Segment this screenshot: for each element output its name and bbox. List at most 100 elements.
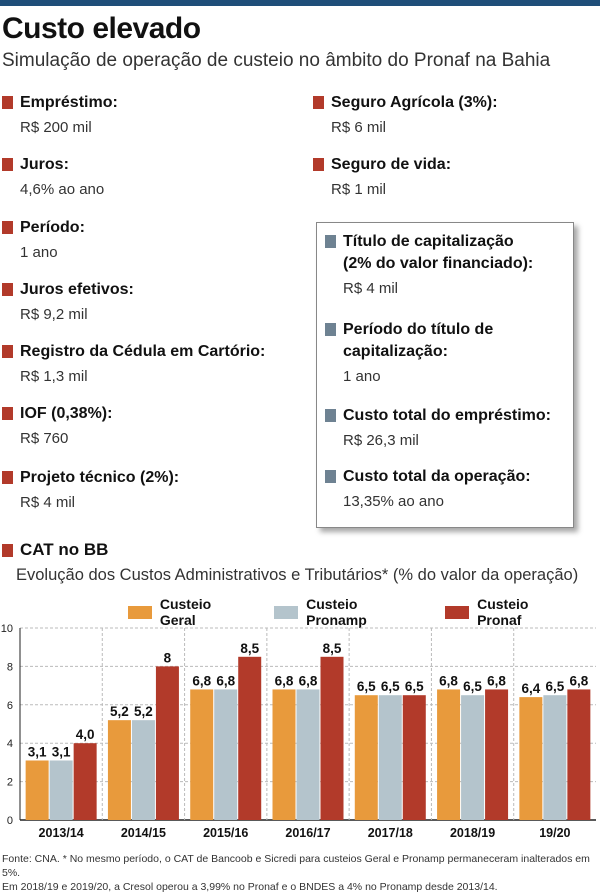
item-label: IOF (0,38%):	[20, 405, 113, 422]
page-title: Custo elevado	[2, 12, 201, 45]
item-value: 1 ano	[343, 368, 381, 385]
item-label: Empréstimo:	[20, 94, 118, 111]
x-tick-label: 2018/19	[450, 826, 495, 840]
x-tick-label: 2015/16	[203, 826, 248, 840]
item-label-line: (2% do valor financiado):	[343, 255, 534, 272]
data-label: 6,8	[487, 673, 506, 688]
bar	[296, 689, 320, 820]
data-label: 6,8	[569, 673, 588, 688]
page-subtitle: Simulação de operação de custeio no âmbi…	[2, 50, 551, 71]
bar	[73, 743, 97, 820]
y-tick-label: 8	[7, 661, 13, 673]
item-value: R$ 200 mil	[20, 119, 92, 136]
red-square-marker	[2, 96, 13, 109]
item-juros-efetivos: Juros efetivos: R$ 9,2 mil	[2, 279, 134, 325]
bar	[25, 760, 49, 820]
capitalization-panel: Título de capitalização (2% do valor fina…	[316, 222, 574, 528]
y-tick-label: 2	[7, 777, 13, 789]
item-value: R$ 4 mil	[20, 494, 76, 511]
x-tick-label: 2014/15	[121, 826, 166, 840]
bar	[378, 695, 402, 820]
red-square-marker	[313, 96, 324, 109]
x-tick-label: 2017/18	[368, 826, 413, 840]
y-tick-label: 0	[7, 815, 13, 827]
item-label: Juros efetivos:	[20, 281, 134, 298]
red-square-marker	[2, 345, 13, 358]
bar	[190, 689, 214, 820]
item-label-line: capitalização:	[343, 343, 448, 360]
item-label-line: Custo total da operação:	[343, 468, 531, 485]
bar	[461, 695, 485, 820]
item-value: 13,35% ao ano	[343, 493, 444, 510]
footnote-line: Em 2018/19 e 2019/20, a Cresol operou a …	[2, 881, 498, 893]
red-square-marker	[313, 158, 324, 171]
item-label: Registro da Cédula em Cartório:	[20, 343, 266, 360]
bar	[238, 656, 262, 820]
chart-title: Evolução dos Custos Administrativos e Tr…	[16, 566, 579, 584]
bar	[131, 720, 155, 820]
data-label: 5,2	[134, 704, 153, 719]
data-label: 6,5	[357, 679, 376, 694]
x-tick-label: 2016/17	[285, 826, 330, 840]
bar	[272, 689, 296, 820]
gray-square-marker	[325, 235, 336, 248]
bar	[354, 695, 378, 820]
data-label: 8	[164, 650, 172, 665]
bar	[320, 656, 344, 820]
y-tick-label: 6	[7, 700, 13, 712]
bar	[214, 689, 238, 820]
data-label: 6,5	[545, 679, 564, 694]
red-square-marker	[2, 407, 13, 420]
gray-square-marker	[325, 470, 336, 483]
item-label: Juros:	[20, 156, 69, 173]
data-label: 6,8	[216, 673, 235, 688]
data-label: 6,8	[439, 673, 458, 688]
data-label: 8,5	[323, 641, 342, 656]
legend-swatch	[274, 605, 299, 619]
item-value: R$ 4 mil	[343, 280, 399, 297]
legend-swatch	[445, 605, 470, 619]
item-registro: Registro da Cédula em Cartório: R$ 1,3 m…	[2, 341, 265, 387]
bar	[402, 695, 426, 820]
legend-label: Custeio Pronamp	[306, 596, 367, 628]
red-square-marker	[2, 544, 13, 557]
item-titulo-capitalizacao: Título de capitalização (2% do valor fina…	[325, 231, 533, 299]
chart-legend: Custeio Geral Custeio Pronamp Custeio Pr…	[128, 596, 600, 628]
item-label-line: Custo total do empréstimo:	[343, 407, 552, 424]
chart-section-title: CAT no BB	[2, 540, 108, 560]
item-emprestimo: Empréstimo: R$ 200 mil	[2, 92, 118, 138]
bar	[485, 689, 509, 820]
legend-item-pronamp: Custeio Pronamp	[274, 596, 421, 628]
item-custo-emprestimo: Custo total do empréstimo: R$ 26,3 mil	[325, 405, 551, 451]
item-seguro-vida: Seguro de vida: R$ 1 mil	[313, 154, 451, 200]
legend-label: Custeio Geral	[159, 596, 212, 628]
legend-item-pronaf: Custeio Pronaf	[445, 596, 576, 628]
item-value: R$ 1 mil	[331, 181, 387, 198]
item-value: R$ 9,2 mil	[20, 306, 88, 323]
item-value: R$ 1,3 mil	[20, 368, 88, 385]
bar-chart: 0 2 4 6 8 10 3,1 3,1 4,0 2013/14 5,2 5,2 8 2014/15 6,8…	[1, 623, 596, 840]
data-label: 6,8	[275, 673, 294, 688]
data-label: 6,8	[299, 673, 318, 688]
item-label: Período:	[20, 219, 85, 236]
red-square-marker	[2, 471, 13, 484]
item-juros: Juros: 4,6% ao ano	[2, 154, 104, 200]
data-label: 6,4	[521, 681, 540, 696]
item-label: Seguro Agrícola (3%):	[331, 94, 498, 111]
footnote-line: Fonte: CNA. * No mesmo período, o CAT de…	[2, 853, 590, 879]
legend-label: Custeio Pronaf	[477, 596, 529, 628]
bar	[543, 695, 567, 820]
item-periodo: Período: 1 ano	[2, 217, 85, 263]
bar	[519, 697, 543, 820]
red-square-marker	[2, 283, 13, 296]
bar	[107, 720, 131, 820]
footnote: Fonte: CNA. * No mesmo período, o CAT de…	[2, 852, 598, 894]
item-iof: IOF (0,38%): R$ 760	[2, 403, 112, 449]
data-label: 5,2	[110, 704, 129, 719]
top-accent-bar	[0, 0, 600, 6]
data-label: 8,5	[240, 641, 259, 656]
gray-square-marker	[325, 409, 336, 422]
section-title-text: CAT no BB	[20, 540, 109, 559]
data-label: 6,5	[381, 679, 400, 694]
item-value: R$ 760	[20, 430, 69, 447]
